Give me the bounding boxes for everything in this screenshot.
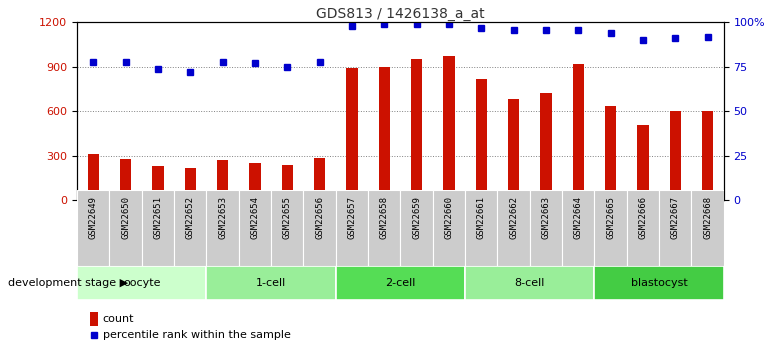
Text: GSM22656: GSM22656 — [315, 196, 324, 239]
Bar — [174, 190, 206, 266]
Bar — [594, 190, 627, 266]
Bar — [88, 154, 99, 200]
Bar — [691, 190, 724, 266]
Bar — [444, 57, 454, 200]
Bar — [659, 190, 691, 266]
Text: GSM22665: GSM22665 — [606, 196, 615, 239]
Text: GSM22668: GSM22668 — [703, 196, 712, 239]
Bar — [206, 266, 336, 300]
Bar — [239, 190, 271, 266]
Bar — [508, 99, 519, 200]
Bar — [206, 190, 239, 266]
Text: GSM22653: GSM22653 — [218, 196, 227, 239]
Bar — [411, 59, 422, 200]
Bar — [217, 160, 228, 200]
Bar — [594, 266, 724, 300]
Text: GSM22651: GSM22651 — [153, 196, 162, 239]
Text: 8-cell: 8-cell — [514, 278, 545, 288]
Text: count: count — [103, 314, 135, 324]
Text: GSM22657: GSM22657 — [347, 196, 357, 239]
Text: 1-cell: 1-cell — [256, 278, 286, 288]
Bar — [90, 312, 99, 326]
Text: GSM22660: GSM22660 — [444, 196, 454, 239]
Bar — [282, 165, 293, 200]
Bar — [379, 67, 390, 200]
Bar — [109, 190, 142, 266]
Text: oocyte: oocyte — [123, 278, 160, 288]
Bar — [530, 190, 562, 266]
Bar — [400, 190, 433, 266]
Bar — [314, 158, 325, 200]
Bar — [303, 190, 336, 266]
Bar — [562, 190, 594, 266]
Bar — [185, 168, 196, 200]
Bar — [573, 64, 584, 200]
Text: GSM22650: GSM22650 — [121, 196, 130, 239]
Bar — [271, 190, 303, 266]
Text: percentile rank within the sample: percentile rank within the sample — [103, 330, 291, 339]
Bar — [638, 125, 648, 200]
Text: GSM22661: GSM22661 — [477, 196, 486, 239]
Text: development stage ▶: development stage ▶ — [8, 278, 128, 288]
Bar — [77, 266, 206, 300]
Bar — [152, 166, 163, 200]
Title: GDS813 / 1426138_a_at: GDS813 / 1426138_a_at — [316, 7, 484, 21]
Bar — [670, 111, 681, 200]
Text: 2-cell: 2-cell — [385, 278, 416, 288]
Bar — [627, 190, 659, 266]
Text: GSM22654: GSM22654 — [250, 196, 259, 239]
Text: GSM22664: GSM22664 — [574, 196, 583, 239]
Text: GSM22663: GSM22663 — [541, 196, 551, 239]
Bar — [497, 190, 530, 266]
Bar — [702, 110, 713, 200]
Text: blastocyst: blastocyst — [631, 278, 688, 288]
Text: GSM22666: GSM22666 — [638, 196, 648, 239]
Bar — [346, 68, 357, 200]
Text: GSM22659: GSM22659 — [412, 196, 421, 239]
Bar — [77, 190, 109, 266]
Text: GSM22652: GSM22652 — [186, 196, 195, 239]
Text: GSM22655: GSM22655 — [283, 196, 292, 239]
Bar — [433, 190, 465, 266]
Text: GSM22658: GSM22658 — [380, 196, 389, 239]
Bar — [368, 190, 400, 266]
Bar — [465, 266, 594, 300]
Bar — [476, 79, 487, 200]
Text: GSM22667: GSM22667 — [671, 196, 680, 239]
Bar — [142, 190, 174, 266]
Text: GSM22662: GSM22662 — [509, 196, 518, 239]
Bar — [120, 159, 131, 200]
Bar — [336, 190, 368, 266]
Bar — [249, 163, 260, 200]
Bar — [465, 190, 497, 266]
Text: GSM22649: GSM22649 — [89, 196, 98, 239]
Bar — [605, 106, 616, 200]
Bar — [336, 266, 465, 300]
Bar — [541, 93, 551, 200]
